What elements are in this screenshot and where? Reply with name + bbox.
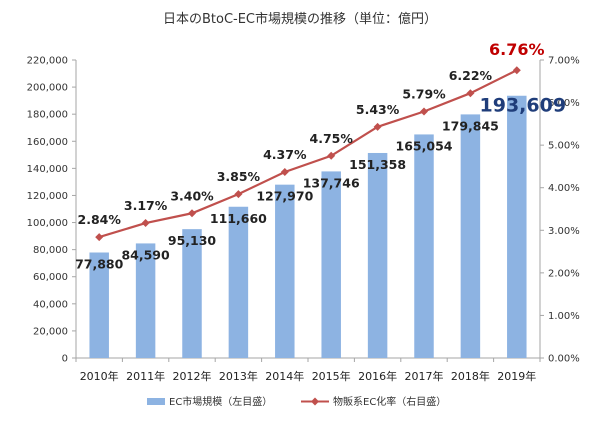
left-tick-label: 140,000 <box>27 164 68 175</box>
x-tick-label: 2019年 <box>497 369 536 383</box>
bar <box>367 152 388 358</box>
bar-value-label: 84,590 <box>121 247 170 262</box>
bar-value-label: 165,054 <box>396 138 453 153</box>
chart-title: 日本のBtoC-EC市場規模の推移（単位：億円） <box>163 11 437 27</box>
rate-value-label: 6.76% <box>489 40 545 59</box>
left-tick-label: 80,000 <box>33 245 68 256</box>
right-tick-label: 4.00% <box>548 183 580 194</box>
rate-value-label: 4.37% <box>263 147 307 162</box>
x-tick-label: 2016年 <box>358 369 397 383</box>
bar <box>182 229 202 358</box>
left-tick-label: 60,000 <box>33 272 68 283</box>
line-marker <box>188 209 196 218</box>
x-tick-label: 2012年 <box>173 369 212 383</box>
left-tick-label: 100,000 <box>27 218 68 229</box>
right-tick-label: 7.00% <box>548 56 580 67</box>
x-tick-label: 2017年 <box>405 369 444 383</box>
left-tick-label: 160,000 <box>27 137 68 148</box>
line-marker <box>280 167 289 176</box>
bar <box>228 206 249 358</box>
bar <box>275 184 295 358</box>
bar <box>135 243 156 358</box>
bar-value-label: 111,660 <box>210 211 267 226</box>
bar <box>460 114 481 358</box>
bar-value-label: 95,130 <box>168 233 217 248</box>
line-marker <box>466 89 475 98</box>
legend-line-label: 物販系EC化率（右目盛） <box>333 395 446 408</box>
bar-value-label: 193,609 <box>480 95 567 117</box>
right-tick-label: 0.00% <box>548 354 580 365</box>
right-tick-label: 2.00% <box>548 268 580 279</box>
legend-line-marker <box>311 397 319 406</box>
line-marker <box>95 233 104 242</box>
rate-value-label: 6.22% <box>449 68 493 83</box>
left-tick-label: 120,000 <box>27 191 68 202</box>
left-tick-label: 0 <box>62 354 68 365</box>
right-tick-label: 6.00% <box>548 98 580 109</box>
legend-bar-label: EC市場規模（左目盛） <box>169 395 272 408</box>
line-marker <box>234 190 243 199</box>
bar-value-label: 151,358 <box>349 157 406 172</box>
left-tick-label: 40,000 <box>33 299 68 310</box>
bar-value-label: 179,845 <box>442 118 499 133</box>
rate-value-label: 3.85% <box>217 169 261 184</box>
x-tick-label: 2010年 <box>80 369 119 383</box>
bar <box>414 134 434 358</box>
line-marker <box>420 107 428 116</box>
left-tick-label: 180,000 <box>27 110 68 121</box>
x-tick-label: 2013年 <box>219 369 258 383</box>
line-marker <box>327 151 336 160</box>
left-tick-label: 20,000 <box>33 326 68 337</box>
right-tick-label: 5.00% <box>548 141 580 152</box>
x-tick-label: 2018年 <box>451 369 490 383</box>
x-tick-label: 2011年 <box>126 369 165 383</box>
rate-value-label: 5.43% <box>356 102 400 117</box>
bar-value-label: 127,970 <box>256 189 313 204</box>
right-tick-label: 3.00% <box>548 226 580 237</box>
bar-value-label: 137,746 <box>303 175 360 190</box>
bar-value-label: 77,880 <box>75 257 124 272</box>
rate-value-label: 4.75% <box>310 131 354 146</box>
rate-value-label: 5.79% <box>402 87 446 102</box>
left-tick-label: 200,000 <box>27 83 68 94</box>
bar <box>507 95 527 359</box>
line-marker <box>512 66 521 75</box>
line-marker <box>141 219 150 228</box>
legend-bar-swatch <box>147 398 165 405</box>
rate-value-label: 3.17% <box>124 198 168 213</box>
rate-value-label: 3.40% <box>170 188 214 203</box>
rate-value-label: 2.84% <box>78 212 122 227</box>
line-marker <box>373 122 382 131</box>
left-tick-label: 220,000 <box>27 56 68 67</box>
rate-line <box>98 69 518 239</box>
x-tick-label: 2014年 <box>265 369 304 383</box>
bar <box>89 252 109 358</box>
x-tick-label: 2015年 <box>312 369 351 383</box>
bar <box>321 171 341 358</box>
right-tick-label: 1.00% <box>548 311 580 322</box>
